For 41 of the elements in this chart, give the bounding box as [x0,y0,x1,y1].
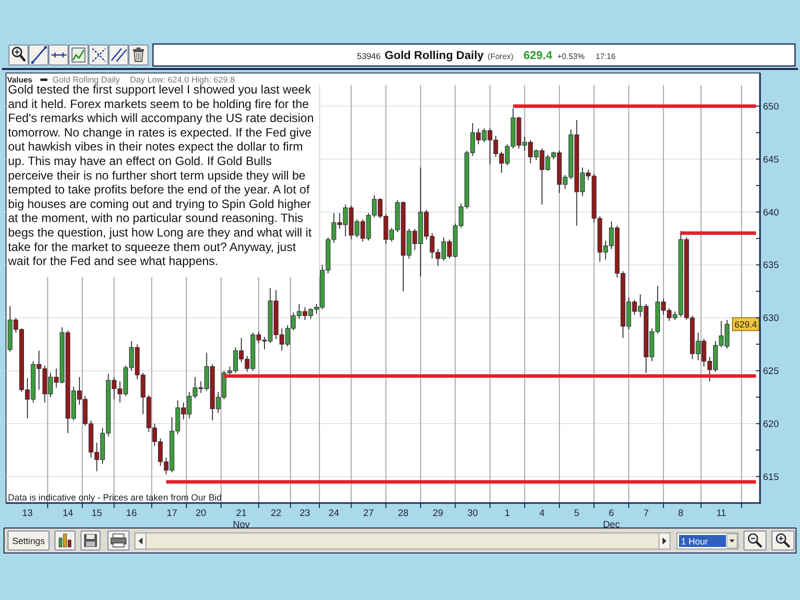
annotation: Data is indicative only - Prices are taken from Our Bid [8,492,222,502]
text: Values [7,76,33,84]
x-tick-label: 27 [363,508,374,519]
x-tick-label: 4 [539,508,545,519]
text: (Forex) [488,52,514,61]
y-tick-label: 640 [763,207,779,218]
x-tick-label: 6 Dec [602,508,620,530]
y-tick-label: 630 [763,313,779,324]
x-tick-label: 17 [166,508,178,519]
x-tick-label: 20 [196,508,206,519]
x-tick-label: 5 [574,508,580,519]
x-tick-label: 24 [328,508,340,519]
y-tick-label: 615 [763,472,779,483]
y-tick-label: 635 [763,260,779,272]
text: 629.4 [523,50,553,62]
text: +0.53% [557,52,585,61]
x-tick-label: 8 [678,508,684,519]
y-tick-label: 645 [763,154,779,166]
y-tick-label: 625 [763,366,779,378]
x-tick-label: 1 [504,508,510,519]
x-tick-label: 29 [432,508,444,519]
text: Gold Rolling Daily [52,74,121,84]
x-tick-label: 23 [300,508,310,519]
y-tick-label: 650 [763,101,779,112]
chart-title: Gold Rolling Daily [384,50,484,62]
x-tick-label: 13 [22,508,33,519]
text: 17:16 [596,52,616,61]
x-tick-label: 28 [398,508,409,519]
text: Day Low: 624.0 High: 629.8 [130,74,236,84]
text: Settings [12,536,46,546]
x-tick-label: 22 [270,508,282,519]
x-tick-label: 21 Nov [232,508,250,530]
x-tick-label: 16 [126,508,137,519]
x-tick-label: 15 [91,508,102,519]
x-tick-label: 11 [716,508,726,519]
text: 53946 [357,51,381,61]
x-tick-label: 30 [467,508,478,519]
x-tick-label: 7 [643,508,649,519]
y-tick-label: 620 [763,418,779,430]
x-tick-label: 14 [62,508,74,519]
text: 1 Hour [681,536,708,546]
